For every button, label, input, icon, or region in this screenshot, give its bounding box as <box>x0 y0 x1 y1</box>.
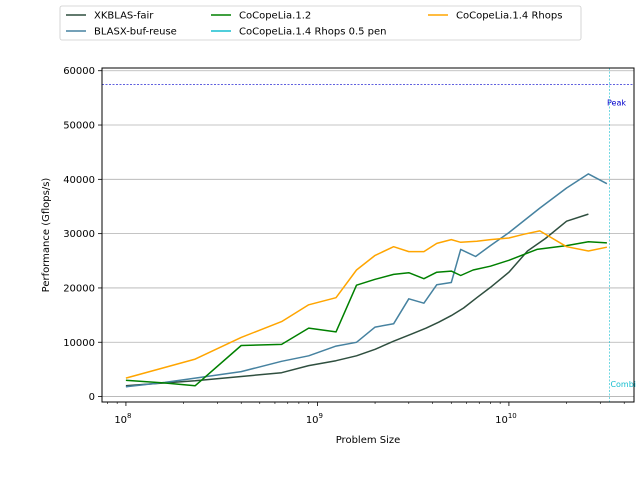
y-tick-label: 10000 <box>63 338 95 349</box>
series-line-0 <box>125 213 589 387</box>
y-axis-label: Performance (Gflops/s) <box>41 178 52 293</box>
y-tick-label: 0 <box>89 392 95 403</box>
combi-label: Combi <box>610 380 636 389</box>
y-tick-label: 20000 <box>63 283 95 294</box>
x-tick-exponent: 10 <box>508 412 517 420</box>
series-lines <box>125 173 608 388</box>
legend-entry-3: CoCopeLia.1.4 Rhops 0.5 pen <box>239 27 387 38</box>
legend-entry-0: XKBLAS-fair <box>94 11 154 22</box>
peak-label: Peak <box>607 98 626 107</box>
series-line-1 <box>125 173 608 388</box>
y-tick-label: 50000 <box>63 121 95 132</box>
series-line-2 <box>125 241 607 387</box>
legend-entry-1: BLASX-buf-reuse <box>94 27 177 38</box>
x-tick-label: 109 <box>306 412 323 426</box>
legend-entry-2: CoCopeLia.1.2 <box>239 11 311 22</box>
x-tick-label: 1010 <box>495 412 517 426</box>
x-axis-label: Problem Size <box>336 435 401 446</box>
legend: XKBLAS-fair BLASX-buf-reuse CoCopeLia.1.2 C… <box>59 5 582 41</box>
legend-box <box>59 5 582 41</box>
x-tick-base: 10 <box>306 415 319 426</box>
legend-entry-4: CoCopeLia.1.4 Rhops <box>456 11 562 22</box>
x-tick-base: 10 <box>114 415 127 426</box>
y-tick-label: 30000 <box>63 229 95 240</box>
x-tick-base: 10 <box>495 415 508 426</box>
annotations: Peak Combi <box>102 68 636 402</box>
x-tick-label: 108 <box>114 412 131 426</box>
series-line-4 <box>125 230 608 379</box>
y-tick-label: 60000 <box>63 66 95 77</box>
plot-frame <box>101 67 635 403</box>
grid <box>102 70 634 397</box>
y-tick-label: 40000 <box>63 175 95 186</box>
x-tick-exponent: 9 <box>319 412 323 420</box>
x-tick-exponent: 8 <box>127 412 131 420</box>
